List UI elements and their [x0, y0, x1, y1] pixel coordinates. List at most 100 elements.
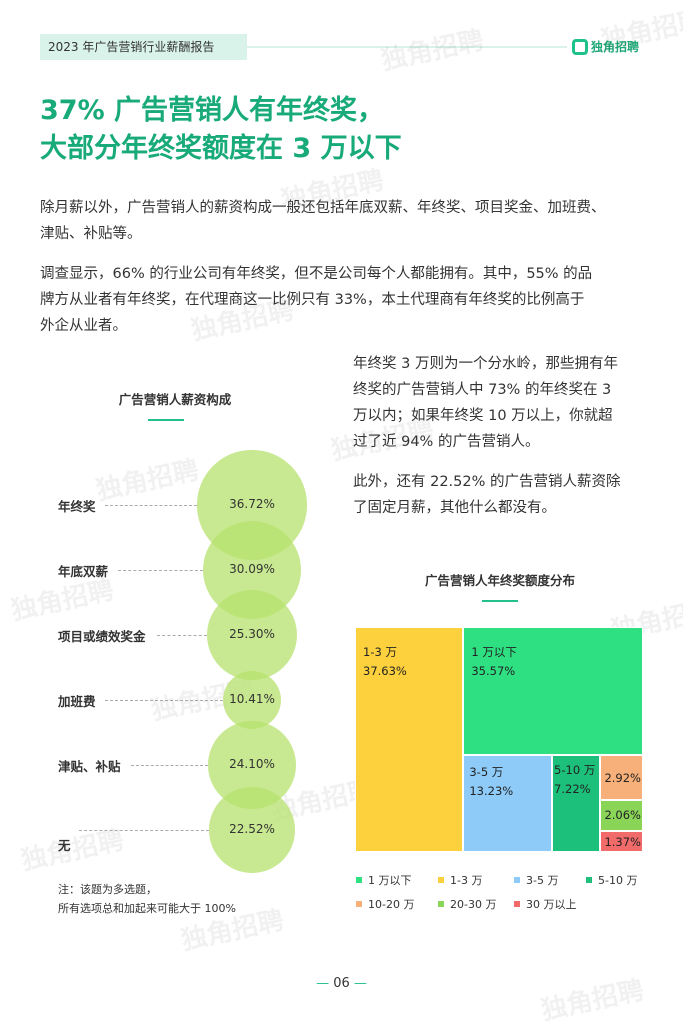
treemap-category-name: 1 万以下 [471, 645, 517, 659]
bubble-value-label: 22.52% [229, 822, 275, 836]
bubble-category-label: 年终奖 [58, 499, 96, 514]
legend-swatch [438, 901, 444, 907]
watermark: 独角招聘 [598, 5, 683, 57]
header-divider [247, 46, 567, 48]
legend-swatch [356, 901, 362, 907]
paragraph-line: 除月薪以外，广告营销人的薪资构成一般还包括年底双薪、年终奖、项目奖金、加班费、 [40, 200, 606, 216]
paragraph-line: 调查显示，66% 的行业公司有年终奖，但不是公司每个人都能拥有。其中，55% 的… [40, 266, 593, 282]
paragraph-line: 此外，还有 22.52% 的广告营销人薪资除 [353, 474, 621, 490]
note-line: 所有选项总和加起来可能大于 100% [58, 902, 236, 915]
treemap-cell-label: 5-10 万 7.22% [554, 761, 595, 799]
treemap-cell [463, 627, 643, 756]
bubble-category-label: 年底双薪 [58, 564, 109, 579]
legend-label: 3-5 万 [526, 874, 559, 887]
treemap-cell-label: 2.06% [604, 808, 641, 823]
legend-label: 10-20 万 [368, 898, 415, 911]
treemap-chart: 1-3 万 37.63% 1 万以下 35.57% 3-5 万 13.23% 5-10 万 7… [355, 627, 643, 852]
paragraph-line: 年终奖 3 万则为一个分水岭，那些拥有年 [353, 356, 618, 372]
treemap-value: 7.22% [554, 782, 591, 797]
treemap-cell-label: 2.92% [604, 770, 641, 785]
treemap-value: 13.23% [469, 784, 514, 799]
bubble-value-label: 36.72% [229, 497, 275, 511]
bubble-category-label: 加班费 [58, 694, 96, 709]
paragraph-line: 终奖的广告营销人中 73% 的年终奖在 3 [353, 382, 612, 398]
page-number: — 06 — [0, 976, 683, 991]
legend-label: 1-3 万 [450, 874, 483, 887]
paragraph-line: 外企从业者。 [40, 318, 127, 334]
legend-label: 20-30 万 [450, 898, 497, 911]
paragraph-line: 过了近 94% 的广告营销人。 [353, 434, 540, 450]
legend-label: 5-10 万 [598, 874, 638, 887]
legend-item: 20-30 万 [438, 896, 496, 912]
treemap-cell-label: 3-5 万 13.23% [469, 763, 513, 801]
legend-swatch [586, 877, 592, 883]
treemap-cell [600, 755, 643, 800]
bubble-chart-title-underline [148, 419, 184, 421]
legend-swatch [514, 901, 520, 907]
bubble-value-label: 25.30% [229, 627, 275, 641]
page-number-dash-left: — [316, 976, 330, 991]
legend-item: 3-5 万 [514, 872, 558, 888]
legend-item: 1 万以下 [356, 872, 412, 888]
page-number-value: 06 [333, 976, 350, 991]
treemap-category-name: 3-5 万 [469, 765, 504, 780]
treemap-cell [355, 627, 464, 852]
page-title-line2: 大部分年终奖额度在 3 万以下 [40, 133, 402, 164]
bubble-leader-line [79, 830, 210, 831]
bubble-value-label: 30.09% [229, 562, 275, 576]
treemap-category-name: 1-3 万 [363, 645, 397, 659]
chart-note: 注：该题为多选题， 所有选项总和加起来可能大于 100% [58, 880, 236, 918]
treemap-cell-label: 1.37% [604, 834, 641, 849]
watermark: 独角招聘 [93, 455, 202, 507]
bubble [206, 589, 298, 681]
treemap-category-name: 5-10 万 [554, 763, 596, 778]
bubble-leader-line [105, 700, 223, 701]
paragraph-line: 牌方从业者有年终奖，在代理商这一比例只有 33%，本土代理商有年终奖的比例高于 [40, 292, 585, 308]
legend-label: 1 万以下 [368, 874, 412, 887]
bubble-leader-line [131, 765, 208, 766]
legend-item: 1-3 万 [438, 872, 482, 888]
bubble-chart-title: 广告营销人薪资构成 [118, 392, 232, 407]
page-number-dash-right: — [353, 976, 367, 991]
treemap-value: 37.63% [363, 664, 407, 678]
bubble [222, 670, 282, 730]
bubble-category-label: 项目或绩效奖金 [58, 629, 146, 644]
note-line: 注：该题为多选题， [58, 883, 157, 896]
treemap-chart-title-underline [482, 600, 518, 602]
bubble-category-label: 津贴、补贴 [58, 759, 121, 774]
paragraph-threshold: 年终奖 3 万则为一个分水岭，那些拥有年 终奖的广告营销人中 73% 的年终奖在… [353, 351, 618, 455]
page-title-line1: 37% 广告营销人有年终奖， [40, 95, 385, 126]
bubble-value-label: 10.41% [229, 692, 275, 706]
treemap-cell [600, 831, 643, 852]
legend-item: 30 万以上 [514, 896, 577, 912]
paragraph-line: 津贴、补贴等。 [40, 226, 142, 242]
bubble [209, 787, 295, 873]
paragraph-line: 了固定月薪，其他什么都没有。 [353, 500, 556, 516]
legend-swatch [356, 877, 362, 883]
watermark: 独角招聘 [18, 825, 127, 877]
bubble-category-label: 无 [58, 838, 71, 853]
paragraph-survey: 调查显示，66% 的行业公司有年终奖，但不是公司每个人都能拥有。其中，55% 的… [40, 261, 592, 339]
treemap-cell [552, 755, 601, 852]
treemap-cell-label: 1-3 万 37.63% [363, 643, 407, 681]
legend-item: 10-20 万 [356, 896, 414, 912]
bubble-leader-line [157, 635, 207, 636]
legend-swatch [514, 877, 520, 883]
brand-logo: 独角招聘 [572, 38, 639, 55]
treemap-chart-title: 广告营销人年终奖额度分布 [424, 573, 575, 588]
treemap-cell [463, 755, 553, 852]
brand-logo-icon [572, 38, 588, 55]
bubble-leader-line [118, 570, 203, 571]
paragraph-line: 万以内；如果年终奖 10 万以上，你就超 [353, 408, 613, 424]
report-title-bar: 2023 年广告营销行业薪酬报告 [40, 34, 247, 60]
treemap-value: 35.57% [471, 664, 516, 678]
paragraph-intro: 除月薪以外，广告营销人的薪资构成一般还包括年底双薪、年终奖、项目奖金、加班费、 … [40, 195, 606, 247]
treemap-cell [600, 799, 643, 832]
legend-label: 30 万以上 [526, 898, 577, 911]
paragraph-none: 此外，还有 22.52% 的广告营销人薪资除 了固定月薪，其他什么都没有。 [353, 469, 621, 521]
page-title: 37% 广告营销人有年终奖， 大部分年终奖额度在 3 万以下 [40, 92, 402, 168]
watermark: 独角招聘 [378, 25, 487, 77]
bubble-value-label: 24.10% [229, 757, 275, 771]
bubble-leader-line [105, 505, 198, 506]
legend-swatch [438, 877, 444, 883]
